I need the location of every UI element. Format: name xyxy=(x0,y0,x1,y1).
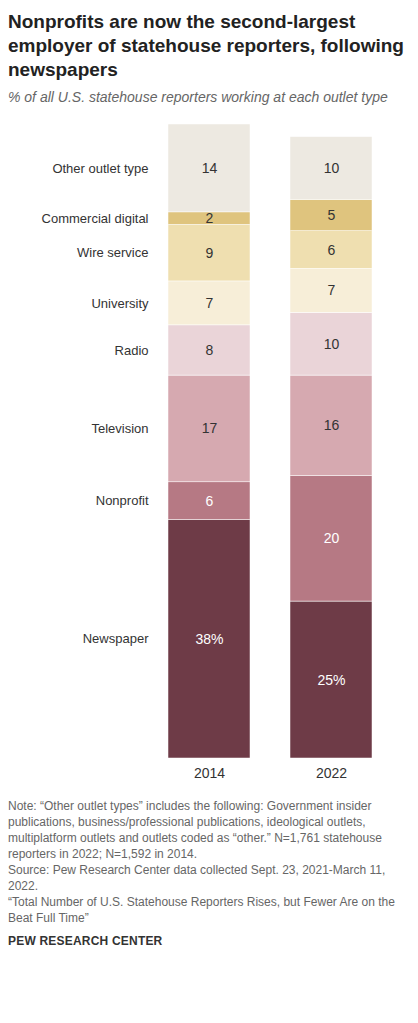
svg-text:Nonprofit: Nonprofit xyxy=(96,493,149,508)
svg-text:7: 7 xyxy=(328,282,336,298)
svg-text:Other outlet type: Other outlet type xyxy=(52,161,148,176)
svg-text:6: 6 xyxy=(206,493,214,509)
svg-text:2022: 2022 xyxy=(316,765,347,781)
svg-text:16: 16 xyxy=(324,417,340,433)
svg-text:Wire service: Wire service xyxy=(77,245,149,260)
svg-text:20: 20 xyxy=(324,530,340,546)
svg-text:5: 5 xyxy=(328,207,336,223)
svg-text:7: 7 xyxy=(206,295,214,311)
svg-text:10: 10 xyxy=(324,336,340,352)
svg-text:9: 9 xyxy=(206,245,214,261)
html-text:PEW RESEARCH CENTER: PEW RESEARCH CENTER xyxy=(8,934,163,948)
html-text:% of all U.S. statehouse repor: % of all U.S. statehouse reporters worki… xyxy=(8,89,388,105)
html-text:“Total Number of U.S. Statehou: “Total Number of U.S. Statehouse Reporte… xyxy=(8,895,395,925)
html-text:Nonprofits are now the second-: Nonprofits are now the second-largest em… xyxy=(8,11,404,80)
svg-text:10: 10 xyxy=(324,160,340,176)
html-text:Note: “Other outlet types” inc: Note: “Other outlet types” includes the … xyxy=(8,799,382,861)
svg-text:University: University xyxy=(91,296,149,311)
svg-text:25%: 25% xyxy=(317,672,345,688)
svg-text:Television: Television xyxy=(91,421,148,436)
svg-text:Commercial digital: Commercial digital xyxy=(42,211,149,226)
svg-text:2014: 2014 xyxy=(194,765,225,781)
svg-text:8: 8 xyxy=(206,342,214,358)
svg-text:Newspaper: Newspaper xyxy=(83,631,149,646)
html-text:Source: Pew Research Center da: Source: Pew Research Center data collect… xyxy=(8,863,386,893)
svg-text:14: 14 xyxy=(202,160,218,176)
svg-text:6: 6 xyxy=(328,242,336,258)
svg-text:38%: 38% xyxy=(195,631,223,647)
svg-text:17: 17 xyxy=(202,420,218,436)
svg-text:Radio: Radio xyxy=(115,343,149,358)
svg-text:2: 2 xyxy=(206,210,214,226)
